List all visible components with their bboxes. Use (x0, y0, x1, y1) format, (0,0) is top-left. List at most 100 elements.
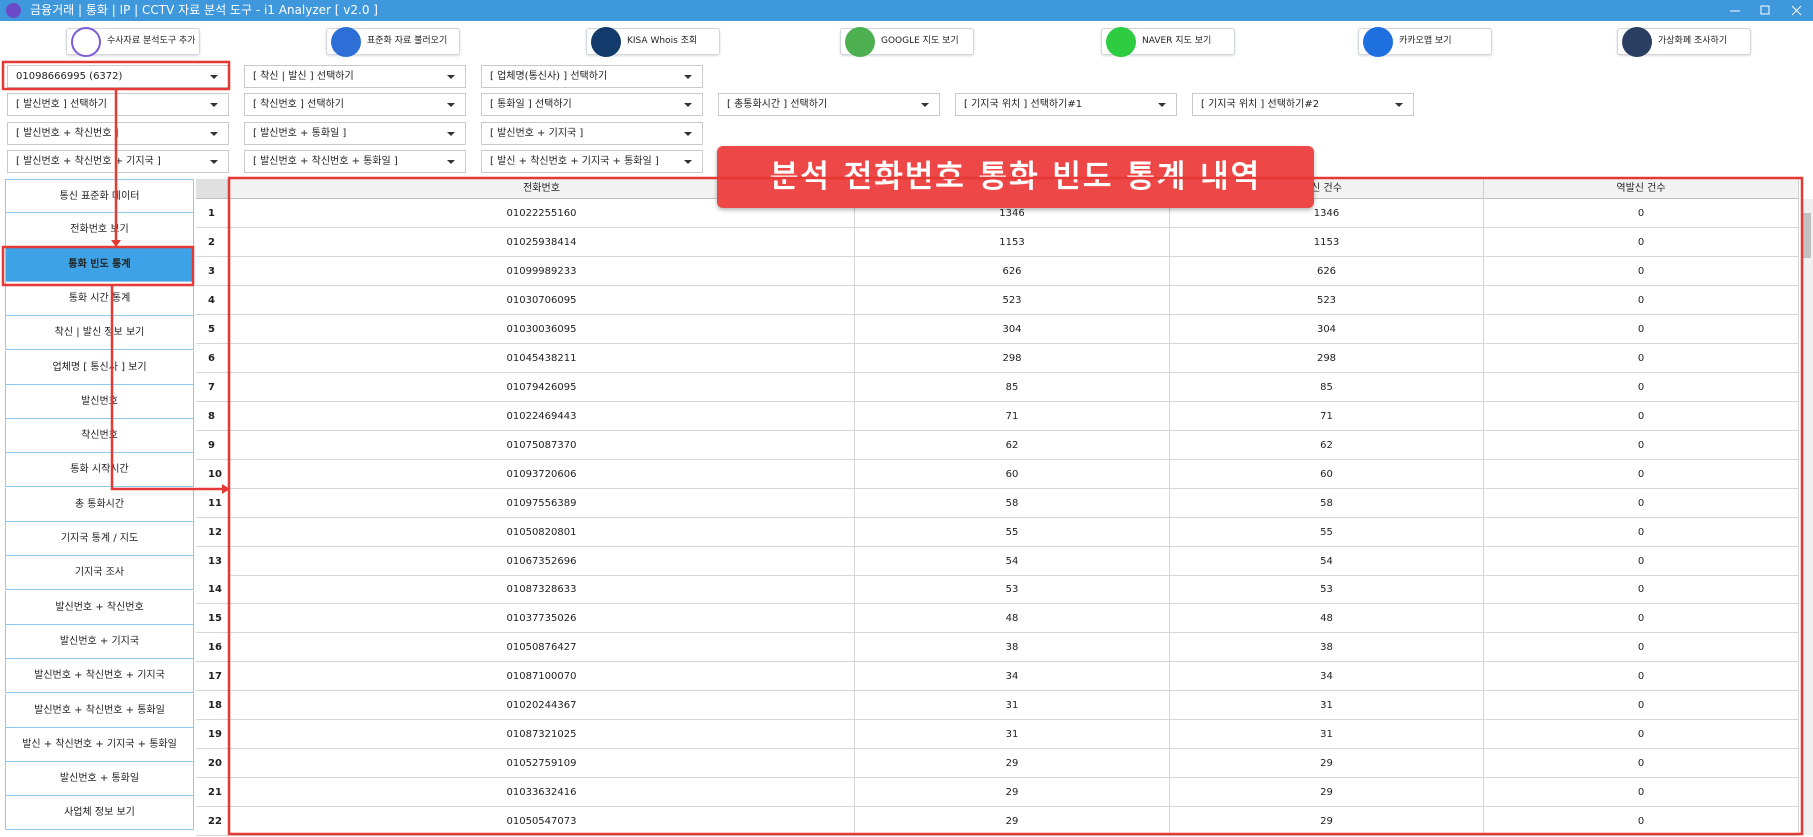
table-cell: 0 (1484, 604, 1799, 634)
table-cell: 0 (1484, 546, 1799, 576)
app-icon (6, 3, 21, 18)
row-number: 11 (196, 488, 229, 518)
sidebar-item[interactable]: 통화 시간 통계 (5, 281, 194, 316)
scrollbar[interactable] (1801, 199, 1813, 835)
dropdown[interactable]: [ 업체명(통신사) ] 선택하기 (481, 65, 703, 88)
table-cell: 0 (1484, 749, 1799, 779)
toolbar-button[interactable]: KISA Whois 조회 (586, 27, 720, 57)
dropdown[interactable]: [ 기지국 위치 ] 선택하기#2 (1192, 93, 1414, 116)
table-cell: 29 (855, 807, 1170, 837)
table-cell: 0 (1484, 199, 1799, 228)
row-number: 3 (196, 256, 229, 286)
table-cell: 01033632416 (229, 778, 855, 808)
toolbar-button[interactable]: 표준화 자료 불러오기 (326, 27, 460, 57)
sidebar-item[interactable]: 발신번호 + 기지국 (5, 624, 194, 659)
dropdown[interactable]: [ 발신번호 + 착신번호 ] (7, 122, 229, 145)
table-cell: 55 (1170, 517, 1484, 547)
sidebar-item[interactable]: 기지국 조사 (5, 556, 194, 591)
table-cell: 01099989233 (229, 256, 855, 286)
window-controls[interactable] (1720, 0, 1813, 21)
sidebar-item[interactable]: 발신 + 착신번호 + 기지국 + 통화일 (5, 727, 194, 762)
sidebar-item[interactable]: 착신 | 발신 정보 보기 (5, 316, 194, 351)
header-corner (196, 179, 229, 199)
sidebar-item[interactable]: 사업체 정보 보기 (5, 796, 194, 831)
sidebar-item[interactable]: 착신번호 (5, 419, 194, 454)
dropdown[interactable]: [ 발신번호 + 착신번호 + 통화일 ] (244, 150, 466, 173)
table-cell: 34 (855, 662, 1170, 692)
table-cell: 626 (1170, 256, 1484, 286)
toolbar-icon (845, 27, 875, 57)
dropdown[interactable]: [ 발신번호 + 기지국 ] (481, 122, 703, 145)
sidebar-item[interactable]: 통화 빈도 통계 (5, 247, 194, 282)
dropdown[interactable]: [ 착신번호 ] 선택하기 (244, 93, 466, 116)
table-cell: 62 (1170, 430, 1484, 460)
dropdown[interactable]: [ 발신번호 ] 선택하기 (7, 93, 229, 116)
table-cell: 54 (1170, 546, 1484, 576)
table-cell: 38 (855, 633, 1170, 663)
close[interactable] (1791, 5, 1802, 16)
row-number: 8 (196, 401, 229, 431)
sidebar-item[interactable]: 통화 시작시간 (5, 453, 194, 488)
row-number: 17 (196, 662, 229, 692)
toolbar-button[interactable]: NAVER 지도 보기 (1101, 27, 1235, 57)
row-number: 10 (196, 459, 229, 489)
sidebar-item[interactable]: 업체명 [ 통신사 ] 보기 (5, 350, 194, 385)
row-number: 16 (196, 633, 229, 663)
table-cell: 01045438211 (229, 343, 855, 373)
table-cell: 01022469443 (229, 401, 855, 431)
table-cell: 01087321025 (229, 720, 855, 750)
window-title: 금융거래 | 통화 | IP | CCTV 자료 분석 도구 - i1 Anal… (30, 3, 378, 17)
sidebar-item[interactable]: 발신번호 (5, 384, 194, 419)
dropdown[interactable]: [ 총통화시간 ] 선택하기 (718, 93, 940, 116)
sidebar-item[interactable]: 발신번호 + 착신번호 + 기지국 (5, 659, 194, 694)
restore[interactable] (1760, 5, 1770, 15)
dropdown[interactable]: 01098666995 (6372) (7, 65, 229, 88)
toolbar-button[interactable]: 가상화폐 조사하기 (1617, 27, 1751, 57)
dropdown[interactable]: [ 착신 | 발신 ] 선택하기 (244, 65, 466, 88)
row-number: 7 (196, 372, 229, 402)
toolbar-button[interactable]: GOOGLE 지도 보기 (840, 27, 974, 57)
dropdown[interactable]: [ 발신번호 + 통화일 ] (244, 122, 466, 145)
row-number: 5 (196, 314, 229, 344)
row-number: 22 (196, 807, 229, 837)
table-cell: 0 (1484, 256, 1799, 286)
row-number: 13 (196, 546, 229, 576)
scrollbar-thumb[interactable] (1803, 213, 1811, 258)
row-number: 21 (196, 778, 229, 808)
dropdown[interactable]: [ 통화일 ] 선택하기 (481, 93, 703, 116)
sidebar-item[interactable]: 발신번호 + 통화일 (5, 762, 194, 797)
sidebar-item[interactable]: 기지국 통계 / 지도 (5, 522, 194, 556)
table-cell: 71 (1170, 401, 1484, 431)
table-cell: 01087328633 (229, 575, 855, 605)
table-cell: 29 (855, 749, 1170, 779)
table-cell: 0 (1484, 401, 1799, 431)
dropdown[interactable]: [ 기지국 위치 ] 선택하기#1 (955, 93, 1177, 116)
table-cell: 01075087370 (229, 430, 855, 460)
table-cell: 0 (1484, 459, 1799, 489)
sidebar-item[interactable]: 통신 표준화 데이터 (5, 179, 194, 213)
table-cell: 53 (1170, 575, 1484, 605)
table-cell: 0 (1484, 343, 1799, 373)
toolbar-button[interactable]: 카카오맵 보기 (1358, 27, 1492, 57)
table-cell: 0 (1484, 285, 1799, 315)
table-cell: 0 (1484, 720, 1799, 750)
table-cell: 0 (1484, 662, 1799, 692)
sidebar-item[interactable]: 총 통화시간 (5, 487, 194, 522)
row-number: 19 (196, 720, 229, 750)
table-cell: 60 (1170, 459, 1484, 489)
sidebar-item[interactable]: 전화번호 보기 (5, 213, 194, 248)
toolbar-button[interactable]: 수사자료 분석도구 추가 (66, 27, 200, 57)
dropdown[interactable]: [ 발신 + 착신번호 + 기지국 + 통화일 ] (481, 150, 703, 173)
table-cell: 0 (1484, 633, 1799, 663)
table-cell: 298 (855, 343, 1170, 373)
sidebar-item[interactable]: 발신번호 + 착신번호 + 통화일 (5, 693, 194, 728)
column-header[interactable]: 역발신 건수 (1484, 179, 1799, 199)
dropdown[interactable]: [ 발신번호 + 착신번호 + 기지국 ] (7, 150, 229, 173)
toolbar-icon (331, 27, 361, 57)
table-cell: 01093720606 (229, 459, 855, 489)
table-cell: 58 (1170, 488, 1484, 518)
sidebar-item[interactable]: 발신번호 + 착신번호 (5, 590, 194, 625)
table-cell: 29 (1170, 807, 1484, 837)
row-number: 20 (196, 749, 229, 779)
